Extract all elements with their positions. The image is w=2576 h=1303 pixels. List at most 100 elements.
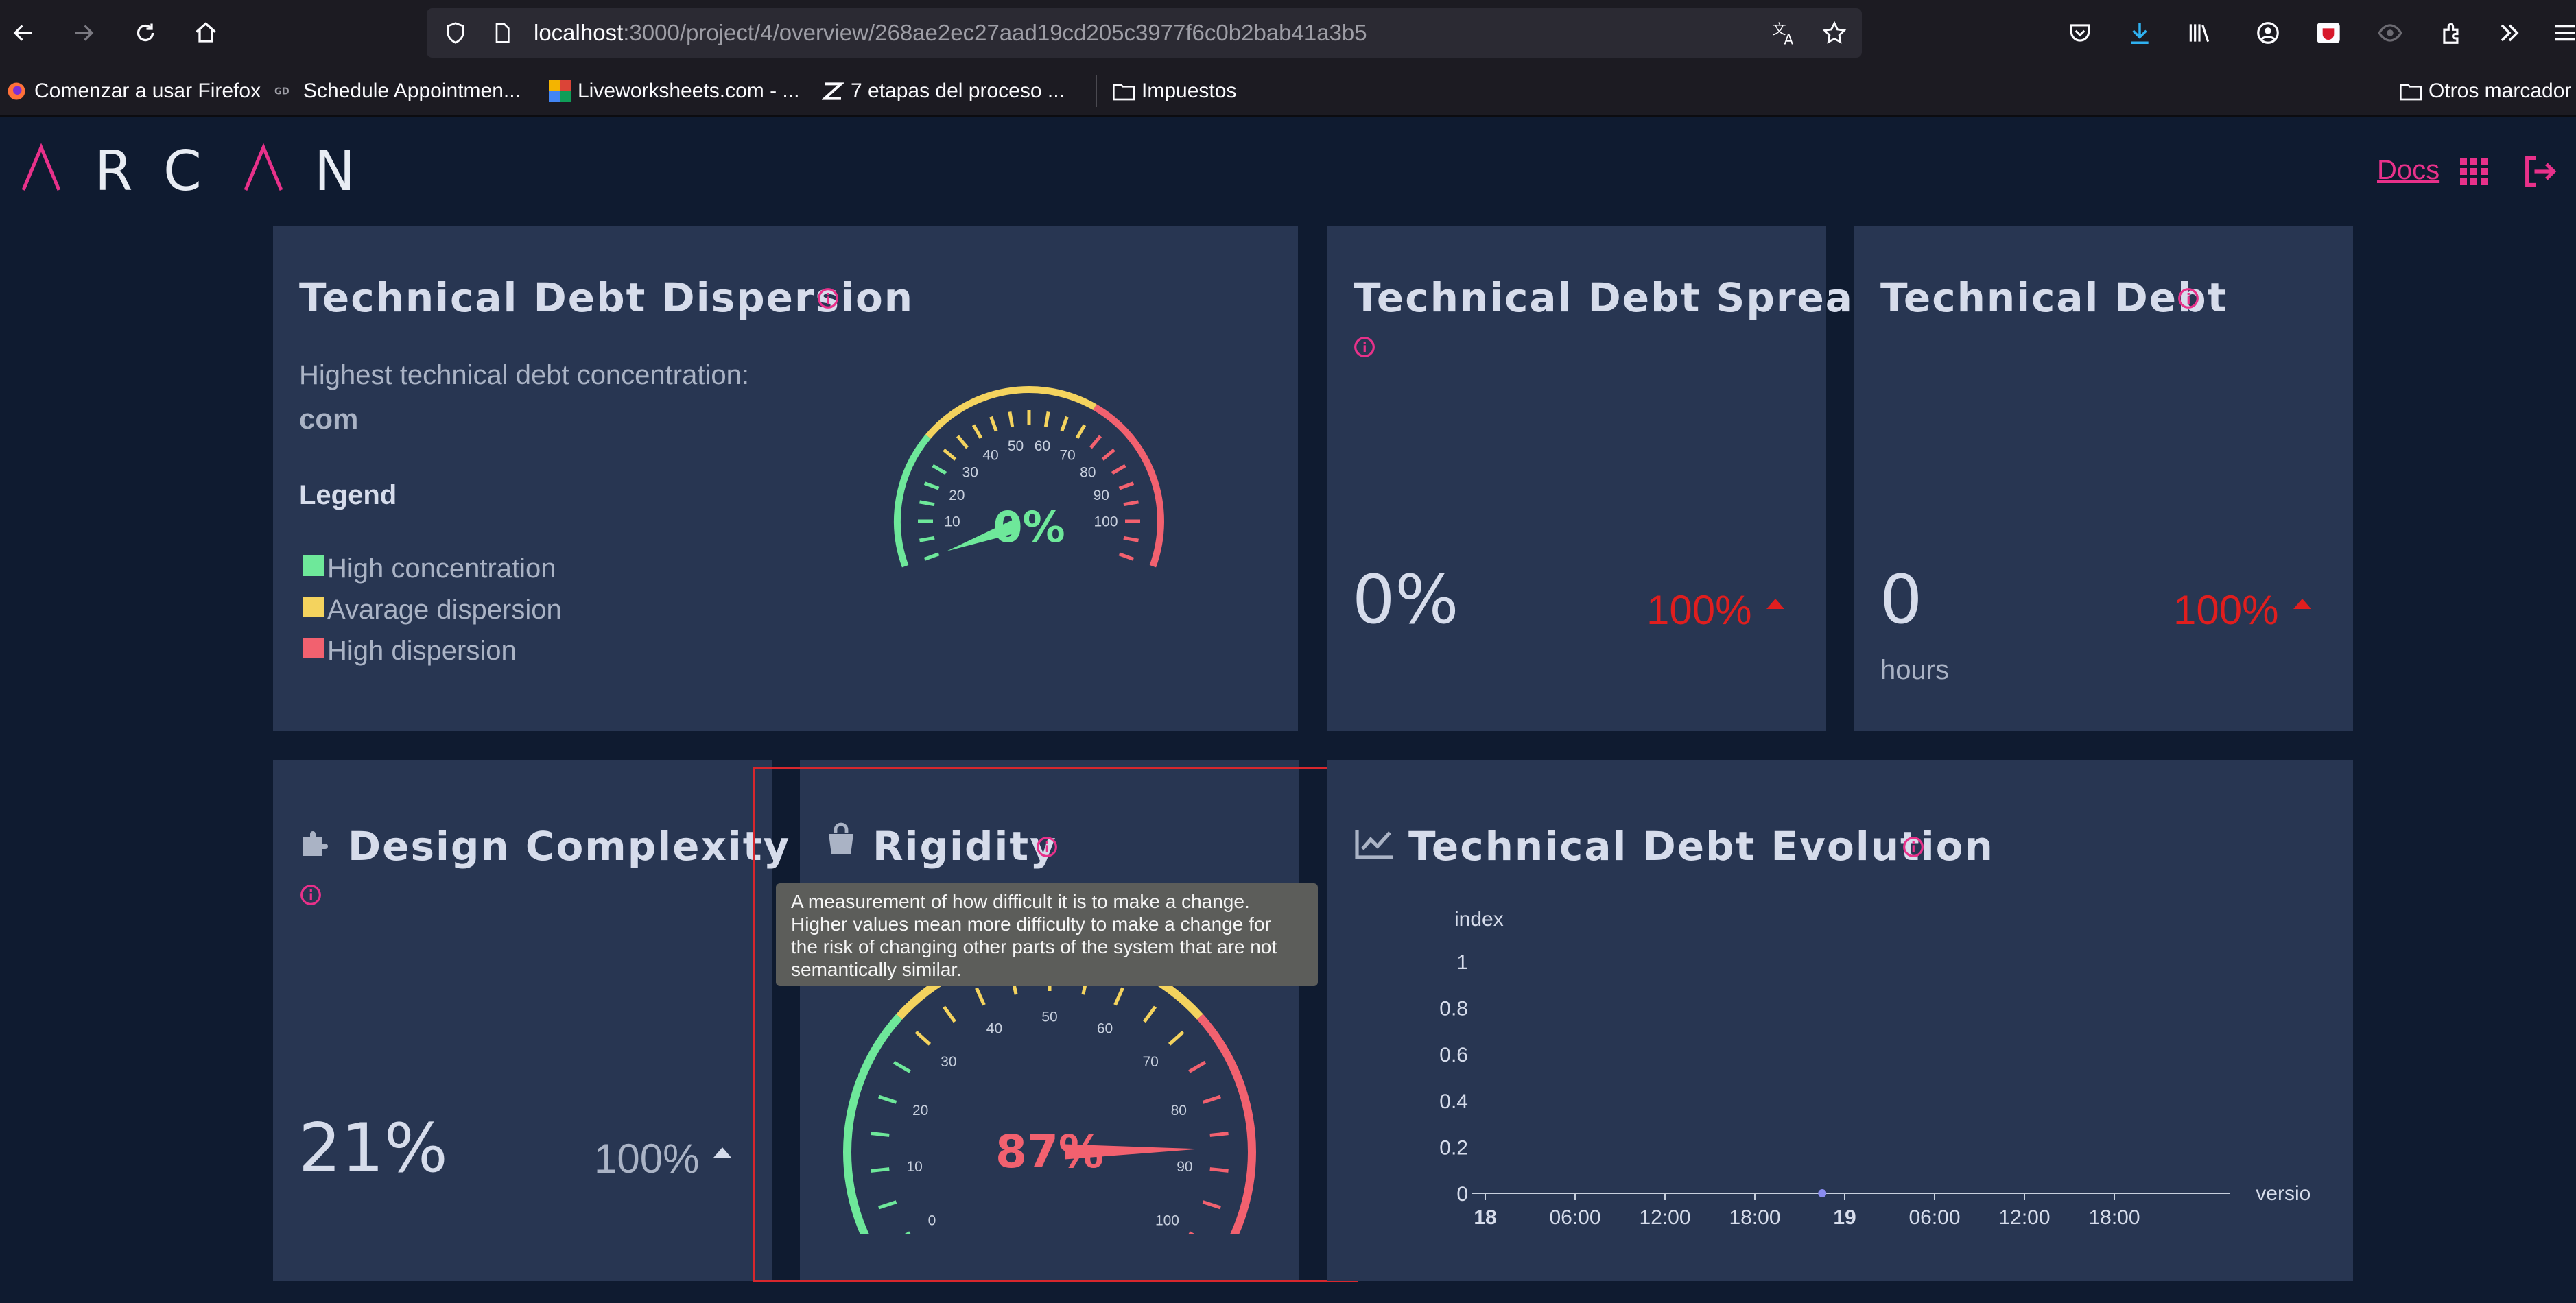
bookmark-folder[interactable]: Otros marcador xyxy=(2400,75,2571,107)
y-axis-label: index xyxy=(1454,908,1504,931)
dispersion-card xyxy=(273,226,1298,731)
spread-card xyxy=(1327,226,1826,731)
x-tick-label: 12:00 xyxy=(1998,1206,2050,1229)
info-icon[interactable] xyxy=(2177,287,2199,309)
bookmark-item[interactable]: GD Schedule Appointmen... xyxy=(274,80,521,102)
svg-text:R: R xyxy=(95,141,133,202)
info-icon[interactable] xyxy=(1354,336,1375,358)
bookmark-item[interactable]: 7 etapas del proceso ... xyxy=(822,75,1065,107)
overflow-icon[interactable] xyxy=(2493,16,2526,49)
evolution-title: Technical Debt Evolution xyxy=(1408,823,1994,870)
gauge-tick xyxy=(1043,411,1050,427)
legend-label: Avarage dispersion xyxy=(327,595,562,625)
gauge-tick xyxy=(971,424,983,440)
bookmark-item[interactable]: Liveworksheets.com - ... xyxy=(549,75,799,107)
gauge-tick-label: 0 xyxy=(928,1212,936,1228)
library-icon[interactable] xyxy=(2183,16,2216,49)
info-icon[interactable] xyxy=(1902,836,1924,858)
shield-icon[interactable] xyxy=(439,16,472,49)
forward-icon[interactable] xyxy=(67,16,100,49)
gauge-arc-segment xyxy=(1093,404,1164,568)
gauge-tick-label: 60 xyxy=(1097,1020,1113,1036)
bag-icon xyxy=(829,822,853,854)
gauge-tick-label: 100 xyxy=(1155,1212,1179,1228)
gauge-tick xyxy=(914,1030,932,1046)
gauge-tick-label: 30 xyxy=(962,464,978,480)
svg-text:C: C xyxy=(163,141,202,202)
x-tick-label: 06:00 xyxy=(1549,1206,1600,1229)
gauge-tick xyxy=(975,987,986,1006)
gauge-tick xyxy=(1188,1231,1196,1234)
rigidity-card xyxy=(800,760,1299,1281)
back-icon[interactable] xyxy=(7,16,40,49)
reload-icon[interactable] xyxy=(129,16,162,49)
design-complexity-card xyxy=(273,760,772,1281)
bookmark-folder[interactable]: Impuestos xyxy=(1113,75,1236,107)
extensions-icon[interactable] xyxy=(2435,16,2468,49)
evolution-card xyxy=(1327,760,2353,1281)
gauge-tick-label: 70 xyxy=(1059,447,1075,463)
svg-text:文: 文 xyxy=(1773,21,1786,38)
gauge-tick-label: 10 xyxy=(906,1159,922,1175)
gauge-tick xyxy=(1123,536,1139,542)
gauge-tick xyxy=(932,464,947,475)
gauge-tick-label: 20 xyxy=(912,1103,928,1119)
menu-icon[interactable] xyxy=(2549,16,2576,49)
gauge-tick xyxy=(903,1231,911,1234)
apps-grid-icon[interactable] xyxy=(2459,156,2489,187)
technical-debt-card xyxy=(1854,226,2353,731)
chart-line-icon xyxy=(1355,830,1393,859)
url-bar[interactable] xyxy=(427,8,1862,58)
arcan-logo[interactable]: R C N xyxy=(21,139,364,203)
svg-text:N: N xyxy=(314,141,355,202)
svg-text:A: A xyxy=(1784,32,1793,47)
eye-icon[interactable] xyxy=(2374,16,2407,49)
design-complexity-title: Design Complexity xyxy=(348,823,791,870)
download-icon[interactable] xyxy=(2123,16,2156,49)
home-icon[interactable] xyxy=(189,16,222,49)
x-tick-label: 18 xyxy=(1474,1206,1496,1229)
legend-title: Legend xyxy=(299,480,397,510)
dispersion-title: Technical Debt Dispersion xyxy=(299,274,914,321)
gauge-tick xyxy=(1143,1005,1157,1023)
pocket-icon[interactable] xyxy=(2064,16,2096,49)
y-tick-label: 0.6 xyxy=(1439,1044,1468,1066)
gauge-value: 0% xyxy=(993,502,1065,552)
star-icon[interactable] xyxy=(1818,16,1851,49)
puzzle-icon xyxy=(303,831,328,856)
info-icon[interactable] xyxy=(1036,836,1058,858)
bookmark-item[interactable]: Comenzar a usar Firefox xyxy=(5,75,261,107)
account-icon[interactable] xyxy=(2252,16,2284,49)
page-icon xyxy=(486,16,519,49)
gauge-tick xyxy=(956,435,969,449)
info-icon[interactable] xyxy=(817,287,839,309)
gauge-tick xyxy=(878,1095,897,1104)
gauge-tick-label: 50 xyxy=(1041,1009,1057,1025)
trend-up-icon xyxy=(1766,599,1784,609)
gauge-tick xyxy=(1075,424,1087,440)
url-text[interactable]: localhost:3000/project/4/overview/268ae2… xyxy=(534,20,1367,45)
gauge-tick-label: 70 xyxy=(1142,1054,1158,1070)
concentration-value: com xyxy=(299,403,359,435)
info-icon[interactable] xyxy=(300,884,322,906)
gauge-tick-label: 40 xyxy=(986,1020,1002,1036)
extension-red-icon[interactable] xyxy=(2312,16,2345,49)
gauge-tick xyxy=(1008,411,1015,427)
gauge-tick xyxy=(919,536,935,542)
gauge-tick xyxy=(1118,481,1135,490)
gauge-tick-label: 80 xyxy=(1171,1103,1187,1119)
legend-swatch-high-dispersion xyxy=(303,638,324,658)
trend-up-icon xyxy=(2293,599,2311,609)
evolution-chart: index 0 0.2 0.4 0.6 0.8 1 18 06:00 12:00 18:00 19 06… xyxy=(1439,908,2312,1229)
gauge-tick xyxy=(923,481,940,490)
y-tick-label: 0 xyxy=(1456,1183,1468,1206)
logout-icon[interactable] xyxy=(2521,154,2557,189)
concentration-label: Highest technical debt concentration: xyxy=(299,360,749,390)
spread-value: 0% xyxy=(1352,561,1459,639)
data-point xyxy=(1818,1189,1827,1197)
gauge-tick-label: 90 xyxy=(1177,1159,1192,1175)
docs-link[interactable]: Docs xyxy=(2377,155,2440,185)
gauge-tick xyxy=(1060,416,1069,432)
